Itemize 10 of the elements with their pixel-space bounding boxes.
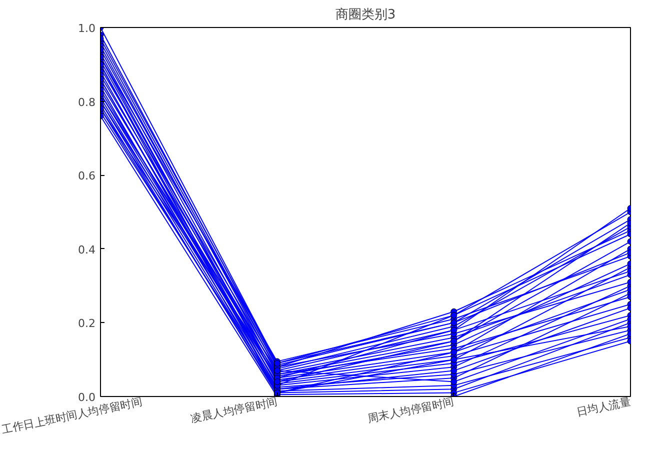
y-tick-label: 1.0	[78, 22, 96, 35]
chart-title: 商圈类别3	[335, 8, 396, 22]
y-tick-label: 0.6	[78, 170, 96, 183]
x-tick-label: 日均人流量	[575, 395, 632, 419]
y-tick-label: 0.0	[78, 391, 96, 404]
y-tick-label: 0.8	[78, 96, 96, 109]
y-tick-label: 0.2	[78, 317, 96, 330]
x-tick-label: 凌晨人均停留时间	[190, 395, 278, 426]
y-tick-label: 0.4	[78, 243, 96, 256]
x-tick-label: 周末人均停留时间	[366, 395, 456, 426]
